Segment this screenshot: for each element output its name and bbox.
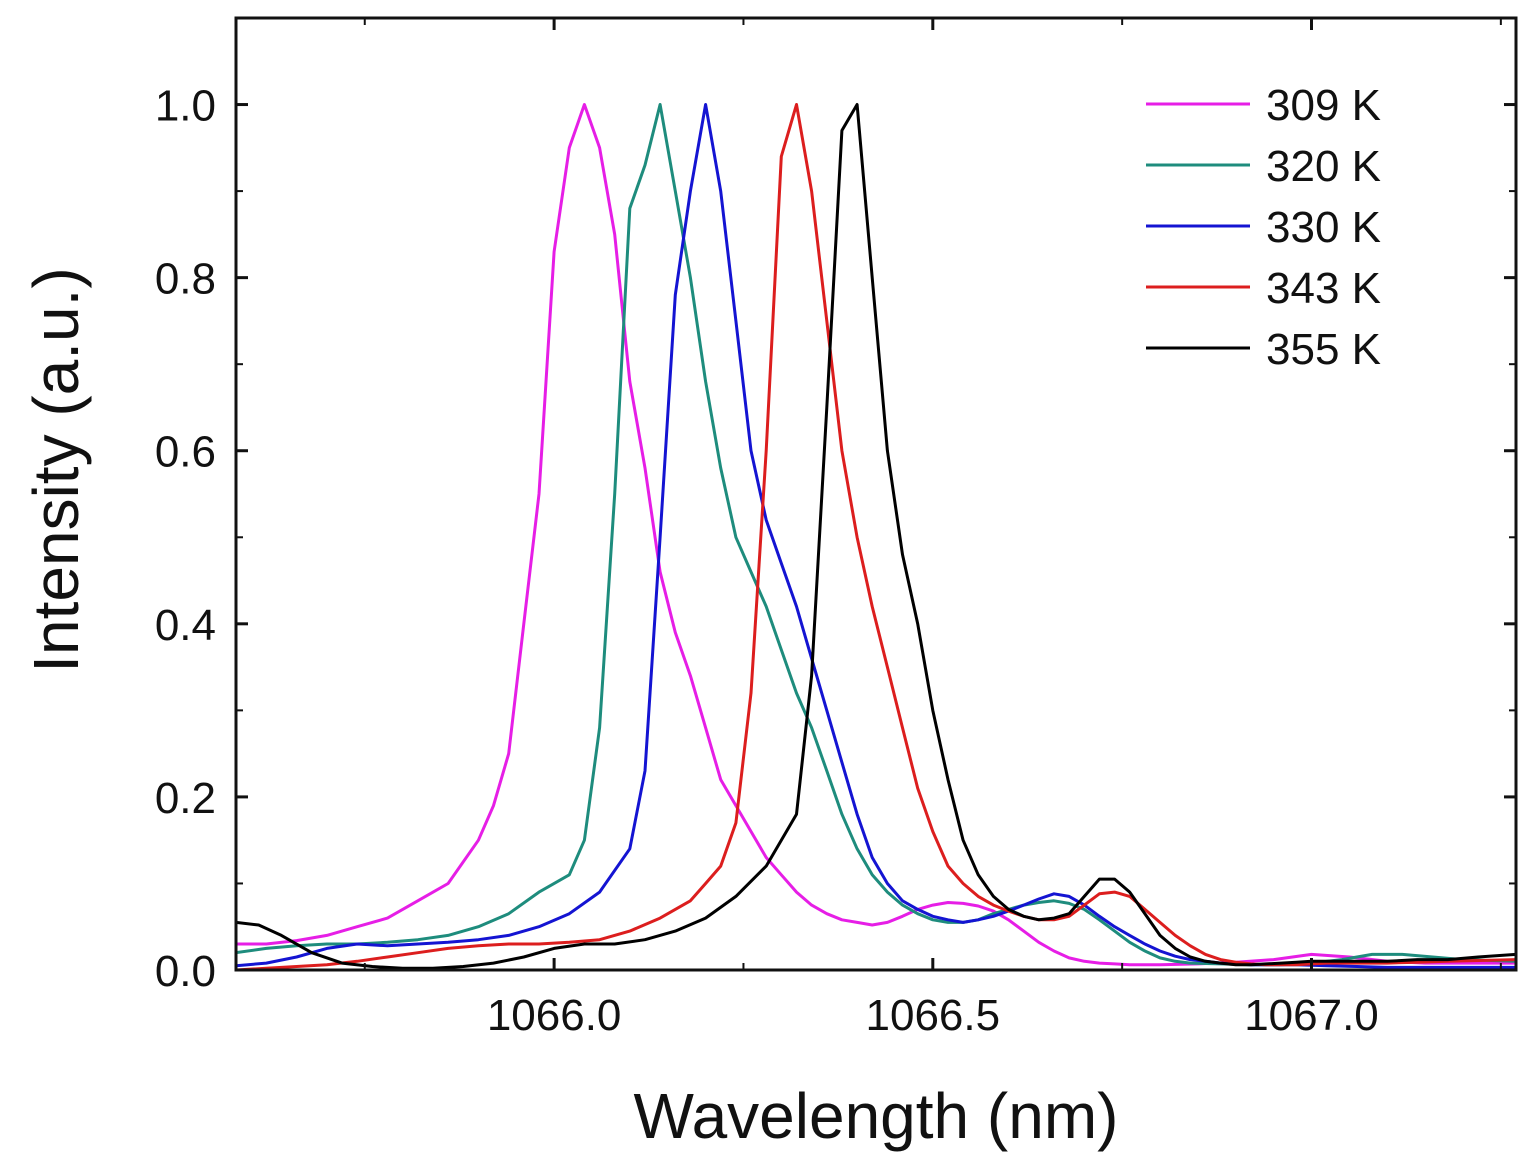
y-tick-label: 0.6 [155,428,216,477]
tick-layer: 1066.0 1066.5 1067.0 0.0 0.2 0.4 0.6 0.8 1.0 [155,17,1516,1040]
x-axis-title: Wavelength (nm) [634,1080,1119,1152]
y-tick-label: 0.2 [155,774,216,823]
y-tick-label: 0.0 [155,947,216,996]
series-line-309-k [236,103,1516,967]
x-tick-label: 1066.0 [487,991,622,1040]
legend-label-330-k: 330 K [1266,203,1381,252]
x-tick-label: 1066.5 [866,991,1001,1040]
plot-frame [234,16,1518,972]
legend-label-355-k: 355 K [1266,325,1381,374]
y-tick-label: 1.0 [155,82,216,131]
y-tick-label: 0.4 [155,601,216,650]
legend-label-320-k: 320 K [1266,142,1381,191]
series-line-320-k [236,103,1516,967]
legend-label-343-k: 343 K [1266,264,1381,313]
y-axis-title: Intensity (a.u.) [20,267,92,673]
y-tick-label: 0.8 [155,255,216,304]
series-line-355-k [236,103,1516,970]
series-layer [236,103,1516,970]
legend-label-309-k: 309 K [1266,81,1381,130]
legend: 309 K 320 K 330 K 343 K 355 K [1146,81,1381,374]
x-tick-label: 1067.0 [1244,991,1379,1040]
